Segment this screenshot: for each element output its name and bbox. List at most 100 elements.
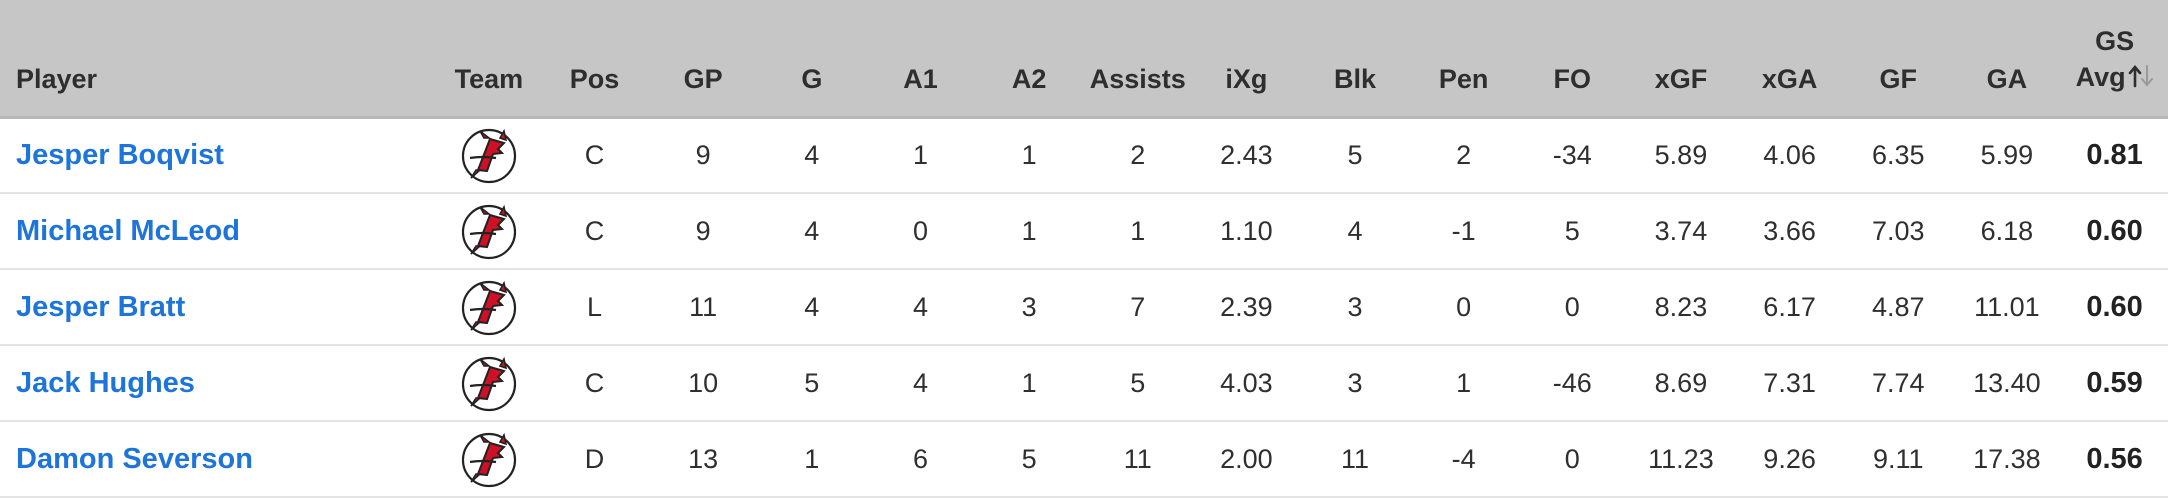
ixg-cell: 2.00 xyxy=(1220,443,1273,474)
table-row[interactable]: Michael McLeod C 9 4 0 1 1 1.10 4 -1 5 3… xyxy=(0,193,2168,269)
gs-header-line2: Avg xyxy=(2075,61,2126,92)
g-cell: 5 xyxy=(804,367,820,398)
col-header-xga[interactable]: xGA xyxy=(1735,0,1844,119)
player-link[interactable]: Jesper Boqvist xyxy=(16,138,224,171)
pos-cell: L xyxy=(587,291,603,322)
ixg-cell: 1.10 xyxy=(1220,215,1273,246)
pen-cell: 0 xyxy=(1456,291,1472,322)
blk-cell: 3 xyxy=(1347,291,1363,322)
assists-cell: 7 xyxy=(1130,291,1146,322)
col-header-ixg[interactable]: iXg xyxy=(1192,0,1301,119)
xga-cell: 6.17 xyxy=(1763,291,1816,322)
g-cell: 4 xyxy=(804,139,820,170)
pos-cell: D xyxy=(584,443,605,474)
header-row: Player Team Pos GP G A1 A2 Assists iXg B… xyxy=(0,0,2168,119)
col-header-player[interactable]: Player xyxy=(0,0,438,119)
blk-cell: 3 xyxy=(1347,367,1363,398)
xga-cell: 9.26 xyxy=(1763,443,1816,474)
table-row[interactable]: Damon Severson D 13 1 6 5 11 2.00 11 -4 … xyxy=(0,421,2168,497)
col-header-gs-avg[interactable]: GS Avg xyxy=(2061,0,2168,119)
ga-cell: 11.01 xyxy=(1974,291,2040,322)
a1-cell: 0 xyxy=(912,215,928,246)
a2-cell: 1 xyxy=(1021,139,1037,170)
ga-cell: 5.99 xyxy=(1980,139,2034,170)
devils-logo-icon xyxy=(460,278,518,336)
player-link[interactable]: Michael McLeod xyxy=(16,214,240,247)
fo-cell: 5 xyxy=(1564,215,1580,246)
xga-cell: 4.06 xyxy=(1763,139,1816,170)
gs-avg-value: 0.60 xyxy=(2086,290,2143,323)
col-header-a2[interactable]: A2 xyxy=(974,0,1084,119)
col-header-pos[interactable]: Pos xyxy=(540,0,649,119)
gs-avg-cell: 0.60 xyxy=(2061,193,2168,269)
team-cell xyxy=(438,117,541,193)
col-header-g[interactable]: G xyxy=(757,0,867,119)
col-header-gp[interactable]: GP xyxy=(648,0,758,119)
devils-logo-icon xyxy=(460,354,518,412)
a2-cell: 1 xyxy=(1021,215,1037,246)
gf-cell: 4.87 xyxy=(1871,291,1925,322)
pen-cell: 2 xyxy=(1456,139,1472,170)
blk-cell: 11 xyxy=(1341,443,1370,474)
fo-cell: -34 xyxy=(1552,139,1592,170)
gf-cell: 6.35 xyxy=(1871,139,1925,170)
gs-avg-cell: 0.59 xyxy=(2061,345,2168,421)
table-row[interactable]: Jesper Boqvist C 9 4 1 1 2 2.43 5 2 -34 … xyxy=(0,117,2168,193)
gs-avg-cell: 0.81 xyxy=(2061,117,2168,193)
gs-header-line1: GS xyxy=(2095,25,2135,56)
ga-cell: 13.40 xyxy=(1973,367,2041,398)
a2-cell: 1 xyxy=(1021,367,1037,398)
assists-cell: 11 xyxy=(1123,443,1152,474)
xga-cell: 3.66 xyxy=(1763,215,1816,246)
gs-avg-cell: 0.56 xyxy=(2061,421,2168,497)
pen-cell: -4 xyxy=(1451,443,1476,474)
team-cell xyxy=(438,345,541,421)
g-cell: 4 xyxy=(804,215,820,246)
gp-cell: 13 xyxy=(688,443,719,474)
a1-cell: 6 xyxy=(912,443,928,474)
devils-logo-icon xyxy=(460,202,518,260)
assists-cell: 2 xyxy=(1130,139,1146,170)
sort-arrows-icon[interactable] xyxy=(2128,61,2154,97)
player-link[interactable]: Damon Severson xyxy=(16,442,253,475)
gs-avg-value: 0.60 xyxy=(2086,214,2143,247)
gp-cell: 9 xyxy=(695,139,711,170)
col-header-assists[interactable]: Assists xyxy=(1083,0,1193,119)
table-row[interactable]: Jack Hughes C 10 5 4 1 5 4.03 3 1 -46 8.… xyxy=(0,345,2168,421)
xgf-cell: 11.23 xyxy=(1648,443,1714,474)
gs-avg-cell: 0.60 xyxy=(2061,269,2168,345)
a1-cell: 4 xyxy=(912,367,928,398)
col-header-a1[interactable]: A1 xyxy=(866,0,975,119)
table-row[interactable]: Jesper Bratt L 11 4 4 3 7 2.39 3 0 0 8.2… xyxy=(0,269,2168,345)
col-header-pen[interactable]: Pen xyxy=(1409,0,1518,119)
fo-cell: -46 xyxy=(1552,367,1592,398)
col-header-gf[interactable]: GF xyxy=(1843,0,1953,119)
gs-avg-value: 0.56 xyxy=(2086,442,2143,475)
xgf-cell: 8.69 xyxy=(1654,367,1708,398)
blk-cell: 4 xyxy=(1347,215,1363,246)
a2-cell: 3 xyxy=(1021,291,1037,322)
player-link[interactable]: Jesper Bratt xyxy=(16,290,186,323)
col-header-team[interactable]: Team xyxy=(437,0,541,119)
col-header-ga[interactable]: GA xyxy=(1952,0,2062,119)
col-header-blk[interactable]: Blk xyxy=(1300,0,1410,119)
devils-logo-icon xyxy=(460,126,518,184)
xgf-cell: 5.89 xyxy=(1654,139,1708,170)
g-cell: 1 xyxy=(804,443,820,474)
gf-cell: 9.11 xyxy=(1872,443,1924,474)
player-link[interactable]: Jack Hughes xyxy=(16,366,195,399)
team-cell xyxy=(438,269,541,345)
team-cell xyxy=(438,421,541,497)
team-cell xyxy=(438,193,541,269)
col-header-fo[interactable]: FO xyxy=(1517,0,1627,119)
gp-cell: 9 xyxy=(695,215,711,246)
assists-cell: 1 xyxy=(1130,215,1146,246)
assists-cell: 5 xyxy=(1130,367,1146,398)
xga-cell: 7.31 xyxy=(1763,367,1816,398)
gp-cell: 10 xyxy=(688,367,719,398)
pen-cell: 1 xyxy=(1456,367,1472,398)
ga-cell: 6.18 xyxy=(1980,215,2034,246)
col-header-xgf[interactable]: xGF xyxy=(1626,0,1736,119)
xgf-cell: 8.23 xyxy=(1654,291,1708,322)
